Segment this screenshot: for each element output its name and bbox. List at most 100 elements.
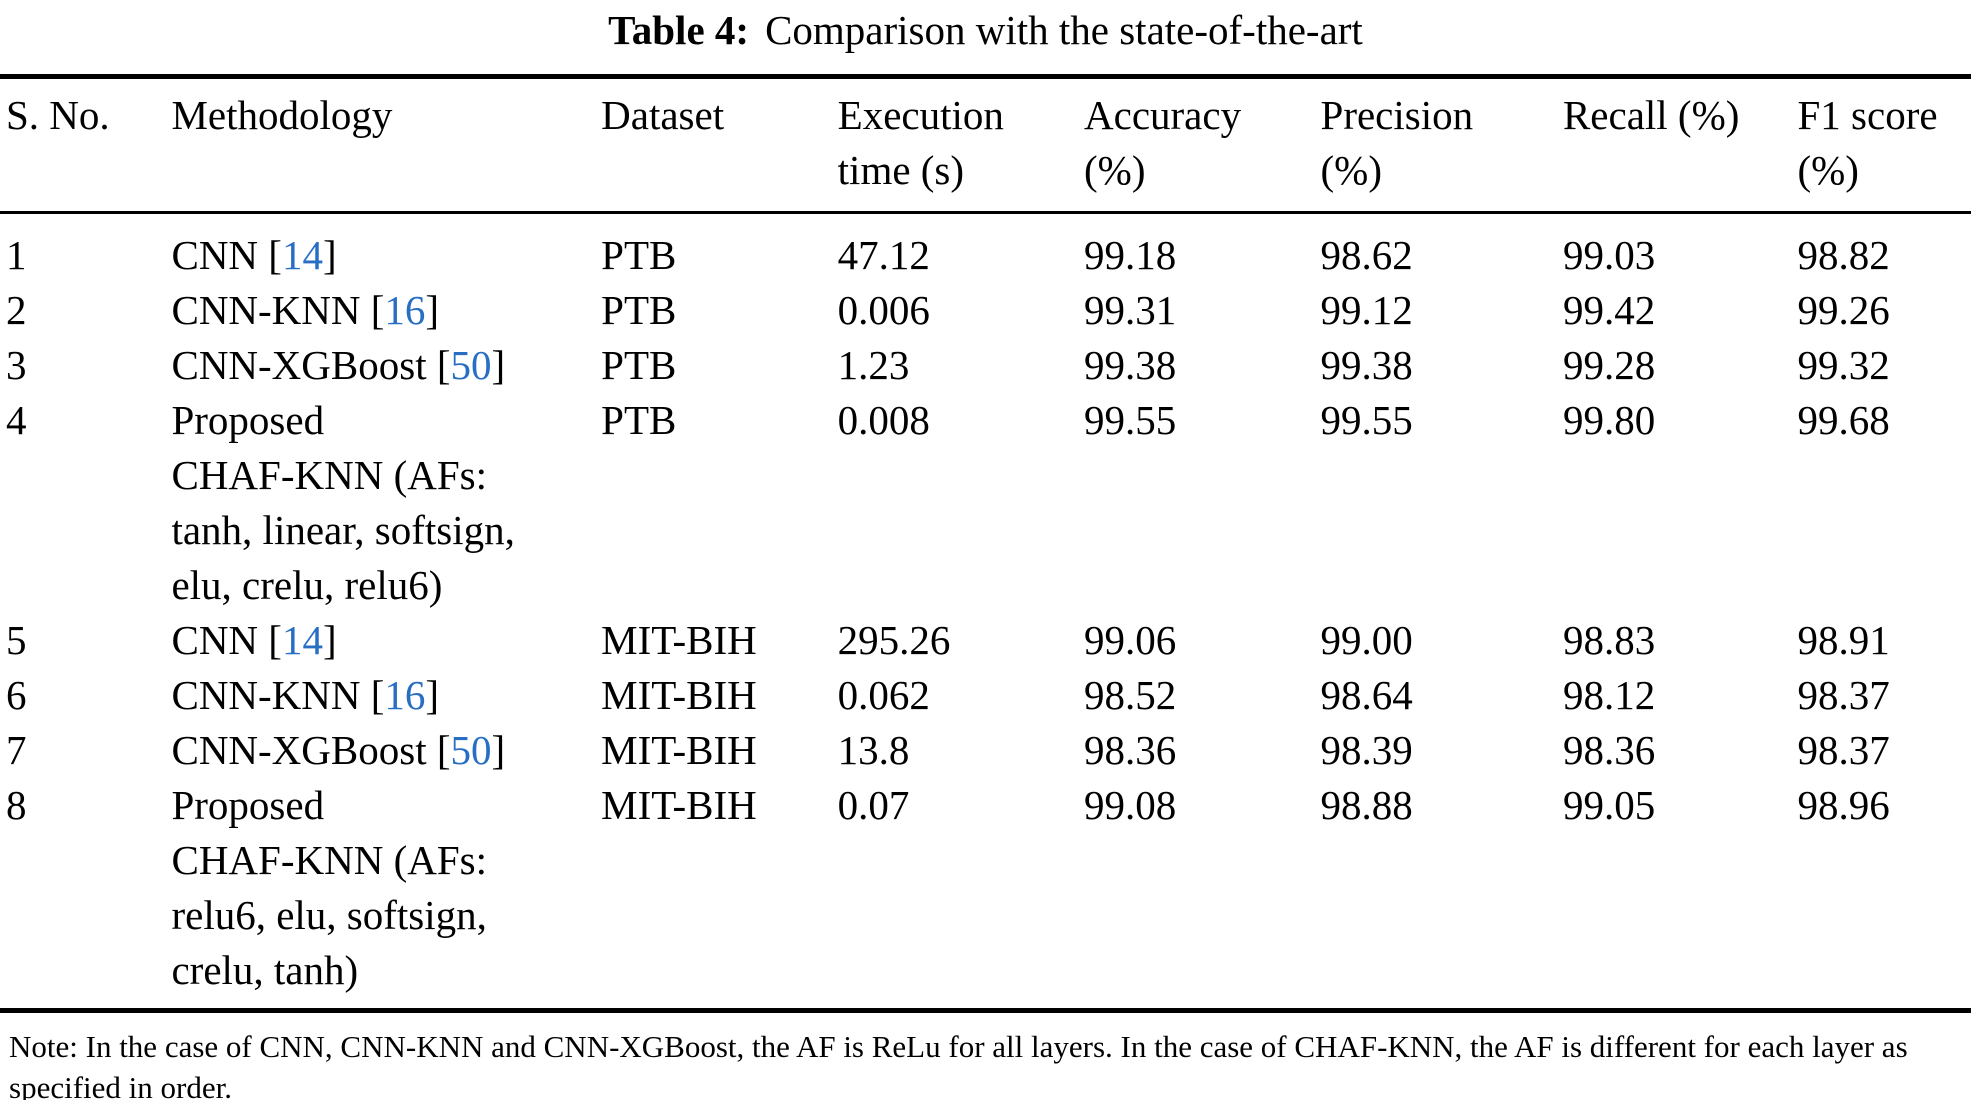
cell-recall: 99.42	[1562, 287, 1656, 333]
cell-precision: 98.39	[1320, 727, 1413, 773]
comparison-table: S. No. Methodology Dataset Execution tim…	[0, 74, 1971, 1013]
header-line: Recall (%)	[1562, 92, 1740, 138]
cell-dataset: MIT-BIH	[601, 727, 757, 773]
header-methodology: Methodology	[171, 76, 602, 214]
cell-precision: 99.55	[1320, 397, 1413, 443]
table-header: S. No. Methodology Dataset Execution tim…	[0, 76, 1971, 214]
table-row: 4 Proposed CHAF-KNN (AFs: tanh, linear, sof…	[0, 393, 1971, 613]
methodology-line: CNN [14]	[171, 613, 601, 668]
cell-methodology: Proposed CHAF-KNN (AFs: tanh, linear, soft…	[171, 393, 601, 613]
cell-accuracy: 99.38	[1084, 342, 1177, 388]
table-row: 1 CNN [14] PTB 47.12 99.18 98.62 99.03 98.82	[0, 213, 1971, 284]
header-line: (%)	[1084, 147, 1146, 193]
cell-execution-time: 47.12	[837, 232, 930, 278]
cell-sno: 2	[6, 287, 27, 333]
cell-f1-score: 98.91	[1797, 617, 1890, 663]
cell-sno: 5	[6, 617, 27, 663]
methodology-text: relu6, elu, softsign,	[171, 892, 487, 938]
methodology-line: CNN-XGBoost [50]	[171, 338, 601, 393]
citation-link[interactable]: 50	[450, 342, 492, 388]
methodology-text: elu, crelu, relu6)	[171, 562, 443, 608]
header-line: Execution	[837, 92, 1004, 138]
cell-precision: 98.64	[1320, 672, 1413, 718]
cell-sno: 6	[6, 672, 27, 718]
citation-link[interactable]: 16	[384, 672, 426, 718]
header-row: S. No. Methodology Dataset Execution tim…	[0, 76, 1971, 214]
methodology-line: CNN-KNN [16]	[171, 668, 601, 723]
methodology-text: Proposed	[171, 782, 325, 828]
header-line: Dataset	[601, 92, 725, 138]
methodology-line: crelu, tanh)	[171, 943, 601, 998]
cell-f1-score: 98.82	[1797, 232, 1890, 278]
cell-accuracy: 99.55	[1084, 397, 1177, 443]
methodology-text: ]	[425, 672, 440, 718]
methodology-text: ]	[491, 727, 506, 773]
cell-recall: 98.83	[1562, 617, 1656, 663]
cell-accuracy: 99.06	[1084, 617, 1177, 663]
header-dataset: Dataset	[601, 76, 838, 214]
cell-precision: 98.88	[1320, 782, 1413, 828]
cell-execution-time: 0.008	[837, 397, 930, 443]
cell-execution-time: 1.23	[837, 342, 910, 388]
cell-sno: 1	[6, 232, 27, 278]
table-row: 8 Proposed CHAF-KNN (AFs: relu6, elu, softs…	[0, 778, 1971, 1011]
cell-dataset: MIT-BIH	[601, 672, 757, 718]
methodology-text: tanh, linear, softsign,	[171, 507, 515, 553]
header-line: S. No.	[6, 92, 110, 138]
header-sno: S. No.	[0, 76, 172, 214]
cell-f1-score: 99.68	[1797, 397, 1890, 443]
table-body: 1 CNN [14] PTB 47.12 99.18 98.62 99.03 98.82 2 CN…	[0, 213, 1971, 1011]
cell-f1-score: 99.26	[1797, 287, 1890, 333]
header-line: F1 score	[1797, 92, 1938, 138]
cell-execution-time: 0.062	[837, 672, 930, 718]
methodology-line: CNN-KNN [16]	[171, 283, 601, 338]
methodology-line: elu, crelu, relu6)	[171, 558, 601, 613]
cell-methodology: CNN-KNN [16]	[171, 668, 601, 723]
methodology-line: relu6, elu, softsign,	[171, 888, 601, 943]
methodology-text: CHAF-KNN (AFs:	[171, 452, 487, 498]
cell-accuracy: 99.08	[1084, 782, 1177, 828]
cell-recall: 99.28	[1562, 342, 1656, 388]
cell-precision: 99.12	[1320, 287, 1413, 333]
cell-dataset: PTB	[601, 232, 677, 278]
cell-precision: 98.62	[1320, 232, 1413, 278]
cell-execution-time: 295.26	[837, 617, 951, 663]
cell-sno: 8	[6, 782, 27, 828]
cell-accuracy: 98.52	[1084, 672, 1177, 718]
methodology-text: ]	[491, 342, 506, 388]
cell-sno: 7	[6, 727, 27, 773]
header-line: Accuracy	[1084, 92, 1242, 138]
citation-link[interactable]: 16	[384, 287, 426, 333]
citation-link[interactable]: 14	[281, 617, 323, 663]
methodology-line: CHAF-KNN (AFs:	[171, 833, 601, 888]
header-line: Methodology	[171, 92, 393, 138]
cell-accuracy: 98.36	[1084, 727, 1177, 773]
cell-recall: 99.03	[1562, 232, 1656, 278]
methodology-text: CNN-KNN [	[171, 672, 385, 718]
cell-recall: 98.36	[1562, 727, 1656, 773]
header-line: (%)	[1797, 147, 1859, 193]
cell-dataset: PTB	[601, 397, 677, 443]
table-row: 2 CNN-KNN [16] PTB 0.006 99.31 99.12 99.42 99.2…	[0, 283, 1971, 338]
cell-methodology: CNN [14]	[171, 613, 601, 668]
methodology-line: Proposed	[171, 393, 601, 448]
cell-f1-score: 98.37	[1797, 727, 1890, 773]
cell-execution-time: 0.07	[837, 782, 910, 828]
methodology-text: ]	[425, 287, 440, 333]
methodology-text: CNN-XGBoost [	[171, 342, 451, 388]
header-f1-score: F1 score (%)	[1797, 76, 1971, 214]
cell-f1-score: 99.32	[1797, 342, 1890, 388]
citation-link[interactable]: 50	[450, 727, 492, 773]
table-row: 6 CNN-KNN [16] MIT-BIH 0.062 98.52 98.64 98.12…	[0, 668, 1971, 723]
table-note: Note: In the case of CNN, CNN-KNN and CN…	[9, 1029, 1908, 1100]
cell-methodology: CNN-XGBoost [50]	[171, 338, 601, 393]
citation-link[interactable]: 14	[281, 232, 323, 278]
table-row: 3 CNN-XGBoost [50] PTB 1.23 99.38 99.38 99.28 9…	[0, 338, 1971, 393]
methodology-text: crelu, tanh)	[171, 947, 359, 993]
cell-dataset: PTB	[601, 342, 677, 388]
header-precision: Precision (%)	[1320, 76, 1563, 214]
table-row: 5 CNN [14] MIT-BIH 295.26 99.06 99.00 98.83 98.…	[0, 613, 1971, 668]
cell-accuracy: 99.18	[1084, 232, 1177, 278]
cell-methodology: CNN-KNN [16]	[171, 283, 601, 338]
cell-precision: 99.00	[1320, 617, 1413, 663]
